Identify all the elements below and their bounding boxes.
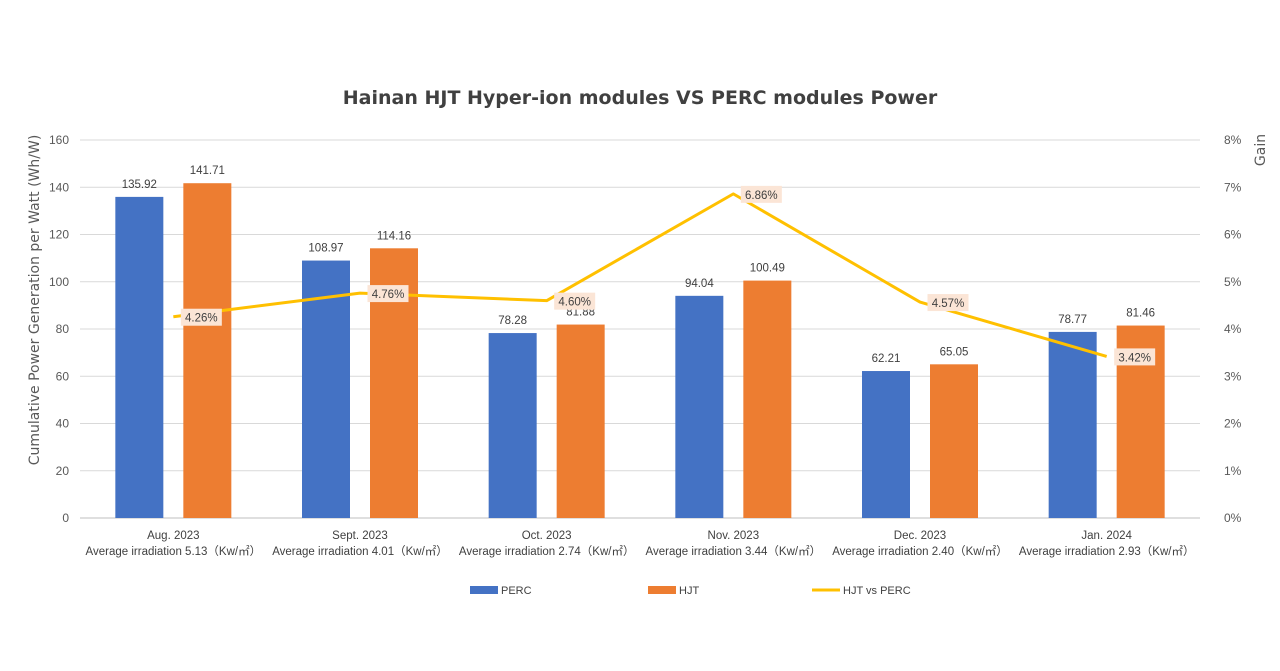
x-tick-label: Jan. 2024: [1081, 530, 1132, 542]
bar-perc: [1048, 331, 1097, 518]
y-tick-label: 60: [56, 369, 70, 383]
y2-tick-label: 0%: [1224, 511, 1242, 525]
gain-value-label: 6.86%: [745, 190, 778, 202]
bar-value-label: 135.92: [122, 179, 157, 191]
bar-value-label: 62.21: [872, 353, 901, 365]
bar-value-label: 81.46: [1126, 308, 1155, 320]
bar-perc: [488, 333, 537, 518]
gain-line: [173, 192, 1108, 358]
legend-swatch-hjt: [648, 586, 676, 594]
y-tick-label: 80: [56, 322, 70, 336]
y-tick-label: 40: [56, 417, 70, 431]
legend: PERC HJT HJT vs PERC: [470, 585, 911, 597]
chart-title: Hainan HJT Hyper-ion modules VS PERC mod…: [343, 87, 938, 109]
bar-value-label: 108.97: [308, 243, 343, 255]
y2-tick-label: 2%: [1224, 417, 1242, 431]
y-tick-label: 140: [49, 180, 69, 194]
axis-labels: 0 20 40 60 80 100 120 140 160 0% 1% 2% 3% 4% 5% 6% 7% 8% A…: [49, 133, 1242, 558]
y-tick-label: 0: [62, 511, 69, 525]
y2-tick-label: 6%: [1224, 228, 1242, 242]
bar-value-label: 141.71: [190, 165, 225, 177]
gain-value-label: 4.57%: [932, 298, 965, 310]
bar-hjt: [556, 324, 605, 518]
gain-line-path: [173, 192, 1108, 358]
x-tick-sublabel: Average irradiation 5.13（Kw/㎡）: [86, 545, 262, 558]
x-tick-sublabel: Average irradiation 3.44（Kw/㎡）: [646, 545, 822, 558]
x-tick-label: Sept. 2023: [332, 530, 388, 542]
x-tick-sublabel: Average irradiation 2.74（Kw/㎡）: [459, 545, 635, 558]
y-tick-label: 20: [56, 464, 70, 478]
bar-value-label: 65.05: [940, 346, 969, 358]
bar-perc: [302, 260, 350, 518]
y-tick-label: 100: [49, 275, 69, 289]
legend-swatch-perc: [470, 586, 498, 594]
gain-value-label: 4.26%: [185, 313, 218, 325]
data-labels: 135.92 108.97 78.28 94.04 62.21 78.77 141.71 11…: [122, 165, 1156, 366]
bar-value-label: 100.49: [750, 263, 785, 275]
bar-perc: [862, 371, 910, 518]
bar-value-label: 78.28: [498, 315, 527, 327]
y-axis-title: Cumulative Power Generation per Watt (Wh…: [27, 135, 43, 466]
x-tick-label: Nov. 2023: [708, 530, 760, 542]
gridlines: [80, 139, 1200, 519]
x-tick-label: Aug. 2023: [147, 530, 199, 542]
bar-value-label: 78.77: [1058, 314, 1087, 326]
x-tick-label: Oct. 2023: [522, 530, 572, 542]
gain-label-bg: [927, 294, 969, 312]
legend-label: PERC: [501, 585, 532, 597]
bar-hjt: [743, 280, 792, 518]
y2-tick-label: 1%: [1224, 464, 1242, 478]
gain-label-bg: [1114, 348, 1156, 366]
gain-value-label: 4.76%: [372, 289, 405, 301]
legend-label: HJT: [679, 585, 699, 597]
gain-label-bg: [554, 292, 596, 310]
bar-value-label: 114.16: [377, 230, 411, 242]
bar-hjt: [183, 183, 232, 518]
y2-axis-title: Gain: [1253, 134, 1269, 166]
x-tick-sublabel: Average irradiation 2.40（Kw/㎡）: [832, 545, 1008, 558]
bar-value-label: 94.04: [685, 278, 714, 290]
x-tick-sublabel: Average irradiation 2.93（Kw/㎡）: [1019, 545, 1195, 558]
y2-tick-label: 8%: [1224, 133, 1242, 147]
y2-tick-label: 7%: [1224, 180, 1242, 194]
bar-hjt: [930, 364, 978, 518]
bars: [115, 183, 1165, 518]
y2-tick-label: 5%: [1224, 275, 1242, 289]
gain-label-bg: [180, 308, 222, 326]
y-tick-label: 160: [49, 133, 69, 147]
gain-label-bg: [367, 285, 409, 303]
y2-tick-label: 3%: [1224, 369, 1242, 383]
y-tick-label: 120: [49, 228, 69, 242]
gain-label-bg: [740, 185, 782, 203]
y2-tick-label: 4%: [1224, 322, 1242, 336]
gain-value-label: 3.42%: [1118, 352, 1151, 364]
gain-value-label: 4.60%: [558, 297, 591, 309]
legend-label: HJT vs PERC: [843, 585, 911, 597]
bar-perc: [675, 295, 724, 518]
x-tick-label: Dec. 2023: [894, 530, 946, 542]
x-tick-sublabel: Average irradiation 4.01（Kw/㎡）: [272, 545, 448, 558]
bar-perc: [115, 196, 164, 518]
